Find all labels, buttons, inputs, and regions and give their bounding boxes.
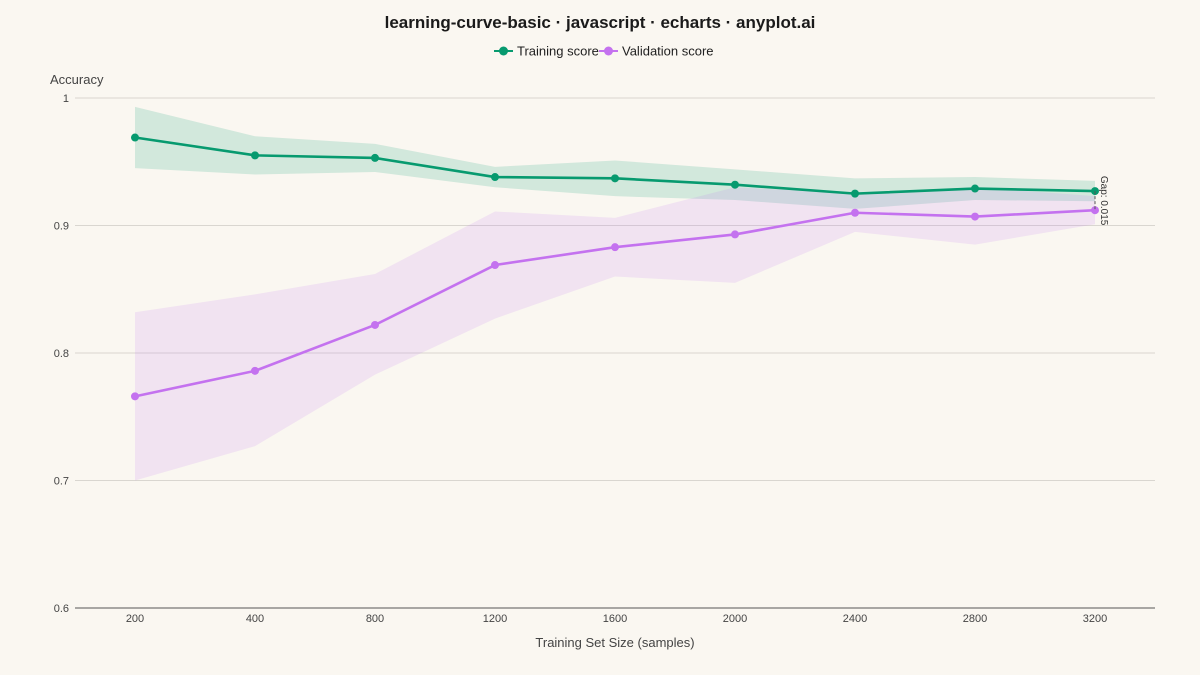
data-point-training[interactable] xyxy=(731,180,739,189)
x-tick-label: 200 xyxy=(126,613,144,625)
data-point-training[interactable] xyxy=(971,184,979,193)
legend-item-validation[interactable]: Validation score xyxy=(599,44,714,59)
data-point-training[interactable] xyxy=(131,133,139,142)
legend-swatch-marker-validation xyxy=(604,46,613,56)
data-point-training[interactable] xyxy=(371,153,379,162)
x-tick-label: 2400 xyxy=(843,613,867,625)
series-points xyxy=(131,133,1099,401)
data-point-training[interactable] xyxy=(491,173,499,182)
x-tick-label: 2000 xyxy=(723,613,747,625)
data-point-validation[interactable] xyxy=(611,243,619,252)
x-tick-label: 1600 xyxy=(603,613,627,625)
y-tick-label: 0.6 xyxy=(54,603,69,615)
legend-swatch-marker-training xyxy=(499,46,508,56)
y-tick-label: 0.9 xyxy=(54,221,69,233)
y-tick-label: 1 xyxy=(63,93,69,105)
legend-label-validation: Validation score xyxy=(622,44,714,59)
data-point-validation[interactable] xyxy=(1091,206,1099,215)
chart-title: learning-curve-basic · javascript · echa… xyxy=(385,13,816,32)
x-axis-title: Training Set Size (samples) xyxy=(535,635,694,650)
y-tick-label: 0.7 xyxy=(54,476,69,488)
legend: Training score Validation score xyxy=(494,44,714,59)
x-tick-label: 1200 xyxy=(483,613,507,625)
legend-item-training[interactable]: Training score xyxy=(494,44,599,59)
legend-label-training: Training score xyxy=(517,44,599,59)
data-point-validation[interactable] xyxy=(251,366,259,375)
data-point-training[interactable] xyxy=(251,151,259,160)
data-point-validation[interactable] xyxy=(731,230,739,239)
data-point-validation[interactable] xyxy=(491,261,499,270)
gap-label: Gap: 0.015 xyxy=(1098,176,1109,226)
grid-lines xyxy=(75,97,1155,481)
gap-annotation: Gap: 0.015 xyxy=(1094,176,1109,226)
confidence-bands xyxy=(135,106,1095,481)
confidence-band-validation xyxy=(135,187,1095,481)
x-tick-label: 800 xyxy=(366,613,384,625)
data-point-validation[interactable] xyxy=(371,320,379,329)
data-point-validation[interactable] xyxy=(851,208,859,217)
data-point-training[interactable] xyxy=(851,189,859,198)
data-point-validation[interactable] xyxy=(971,212,979,221)
y-tick-label: 0.8 xyxy=(54,348,69,360)
data-point-validation[interactable] xyxy=(131,392,139,401)
x-tick-label: 3200 xyxy=(1083,613,1107,625)
y-axis-title: Accuracy xyxy=(50,72,104,87)
confidence-band-training xyxy=(135,106,1095,209)
data-point-training[interactable] xyxy=(611,174,619,183)
x-tick-label: 400 xyxy=(246,613,264,625)
x-tick-label: 2800 xyxy=(963,613,987,625)
